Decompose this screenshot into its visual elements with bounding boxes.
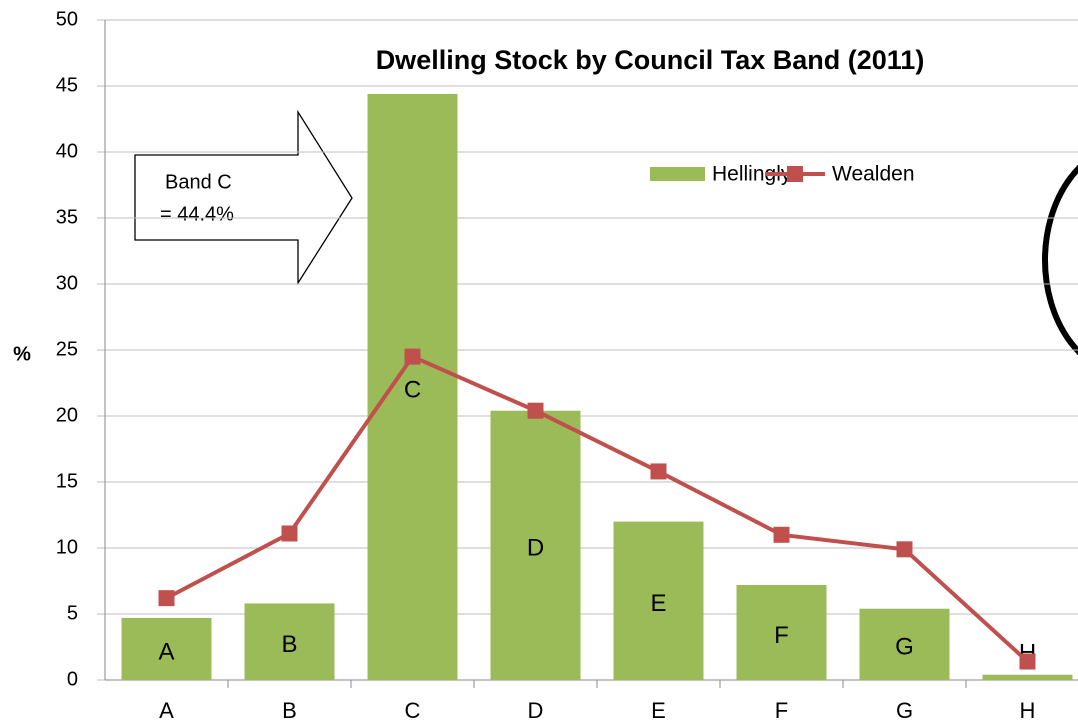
y-tick-label: 15 — [56, 470, 78, 492]
x-tick-label: A — [159, 698, 174, 723]
bar-label: G — [895, 634, 914, 661]
marker — [281, 525, 298, 542]
bar-label: C — [404, 376, 421, 403]
bar-label: D — [527, 535, 544, 562]
x-tick-label: E — [651, 698, 666, 723]
y-tick-label: 35 — [56, 206, 78, 228]
marker — [650, 463, 667, 480]
legend-label: Wealden — [832, 163, 915, 186]
x-tick-label: D — [528, 698, 544, 723]
y-tick-label: 50 — [56, 8, 78, 30]
annotation: Band C — [165, 171, 232, 193]
marker — [158, 590, 175, 607]
y-tick-label: 20 — [56, 404, 78, 426]
y-tick-label: 30 — [56, 272, 78, 294]
bar — [121, 617, 212, 680]
y-tick-label: 25 — [56, 338, 78, 360]
bar-label: A — [158, 638, 174, 665]
bar — [244, 603, 335, 680]
annotation-arrow — [134, 109, 353, 286]
chart-title: Dwelling Stock by Council Tax Band (2011… — [376, 45, 925, 75]
y-tick-label: 5 — [67, 602, 78, 624]
annotation: = 44.4% — [160, 203, 234, 225]
marker — [527, 402, 544, 419]
marker — [773, 526, 790, 543]
x-tick-label: G — [896, 698, 913, 723]
line — [165, 354, 1029, 663]
marker — [1019, 653, 1036, 670]
bar — [490, 410, 581, 680]
x-tick-label: F — [775, 698, 788, 723]
legend-swatch — [650, 167, 705, 181]
x-tick-label: H — [1020, 698, 1036, 723]
x-tick-label: C — [405, 698, 421, 723]
bar — [859, 608, 950, 680]
x-tick-label: B — [282, 698, 297, 723]
bar-label: B — [281, 631, 297, 658]
bar — [982, 674, 1073, 680]
bar-label: E — [650, 590, 666, 617]
marker — [404, 348, 421, 365]
bar-label: F — [774, 622, 789, 649]
y-tick-label: 0 — [67, 668, 78, 690]
marker — [896, 541, 913, 558]
y-tick-label: 45 — [56, 74, 78, 96]
bar — [613, 521, 704, 680]
legend-marker — [787, 166, 803, 182]
y-tick-label: 10 — [56, 536, 78, 558]
bar — [367, 93, 458, 681]
y-tick-label: 40 — [56, 140, 78, 162]
bar — [736, 584, 827, 680]
y-axis-label: % — [13, 343, 31, 365]
legend-label: Hellingly — [712, 163, 792, 186]
circle-outline — [1042, 164, 1078, 356]
